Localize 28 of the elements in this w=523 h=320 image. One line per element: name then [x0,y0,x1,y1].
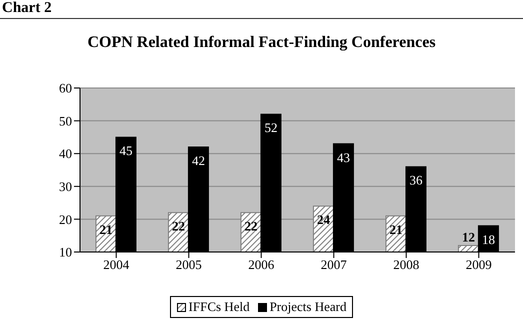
caption: Chart 2 [2,0,52,16]
y-tick-label: 50 [59,113,72,128]
data-label: 22 [244,218,258,234]
data-label: 18 [482,232,495,247]
data-label: 45 [119,143,132,158]
data-label: 21 [389,222,402,237]
data-label: 42 [192,153,205,168]
x-tick-label: 2008 [393,257,420,272]
data-label: 24 [316,212,330,228]
y-tick-label: 60 [59,80,72,96]
y-tick-label: 10 [59,244,72,260]
data-label: 22 [172,218,185,234]
data-label: 21 [99,222,112,237]
legend-label: IFFCs Held [188,299,250,315]
x-tick-label: 2005 [176,257,202,272]
y-tick-label: 40 [59,146,72,162]
data-label: 12 [462,229,475,244]
x-tick-label: 2006 [248,257,275,272]
x-tick-label: 2004 [103,257,130,272]
x-tick-label: 2007 [320,257,348,272]
data-label: 52 [264,120,278,136]
chart-title: COPN Related Informal Fact-Finding Conferences [86,34,437,52]
y-tick-label: 20 [59,212,72,227]
data-label: 43 [336,150,350,165]
legend-label: Projects Heard [268,299,346,315]
data-label: 36 [409,172,423,188]
y-tick-label: 30 [59,179,72,194]
x-tick-label: 2009 [466,257,492,272]
